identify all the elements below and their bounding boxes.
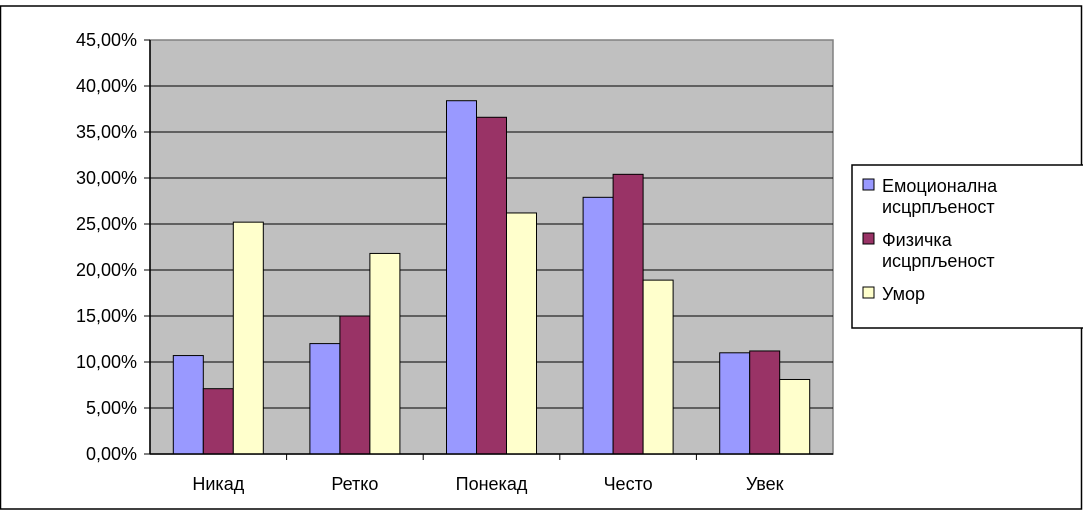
bar [202, 388, 234, 455]
bar [339, 315, 371, 455]
bar [446, 100, 477, 455]
x-axis: Никад Ретко Понекад Често Увек [150, 453, 833, 494]
legend-swatch [862, 286, 875, 299]
bar [642, 279, 674, 455]
bar [506, 212, 537, 455]
y-tick-label: 25,00% [76, 214, 137, 234]
y-tick-label: 0,00% [86, 444, 137, 464]
x-tick-label: Ретко [331, 474, 378, 494]
bar [476, 116, 507, 455]
x-tick-label: Увек [746, 474, 784, 494]
bar [369, 252, 401, 455]
x-tick-label: Никад [192, 474, 244, 494]
bar [779, 378, 811, 455]
bar [612, 173, 644, 455]
y-axis: 0,00% 5,00% 10,00% 15,00% 20,00% 25,00% 30,00%… [76, 30, 151, 464]
legend-label: Умор [882, 284, 925, 304]
legend-swatch [862, 178, 875, 191]
x-tick-label: Понекад [456, 474, 528, 494]
legend-box [851, 164, 1083, 329]
x-tick-label: Често [604, 474, 653, 494]
bar-marks [172, 100, 811, 455]
y-tick-label: 35,00% [76, 122, 137, 142]
legend: ЕмоционалнаисцрпљеностФизичкаисцрпљеност… [851, 164, 1083, 329]
bar [172, 355, 204, 455]
y-tick-label: 15,00% [76, 306, 137, 326]
bar [719, 352, 751, 455]
bar [582, 196, 614, 455]
y-tick-label: 40,00% [76, 76, 137, 96]
y-tick-label: 20,00% [76, 260, 137, 280]
legend-swatch [862, 232, 875, 245]
legend-label: Емоционална [882, 176, 998, 196]
legend-label: исцрпљеност [882, 197, 995, 217]
bar [232, 221, 264, 455]
legend-label: Физичка [882, 230, 953, 250]
bar [749, 350, 781, 455]
legend-label: исцрпљеност [882, 251, 995, 271]
y-tick-label: 10,00% [76, 352, 137, 372]
y-tick-label: 5,00% [86, 398, 137, 418]
y-tick-label: 45,00% [76, 30, 137, 50]
bar [309, 343, 341, 455]
y-tick-label: 30,00% [76, 168, 137, 188]
